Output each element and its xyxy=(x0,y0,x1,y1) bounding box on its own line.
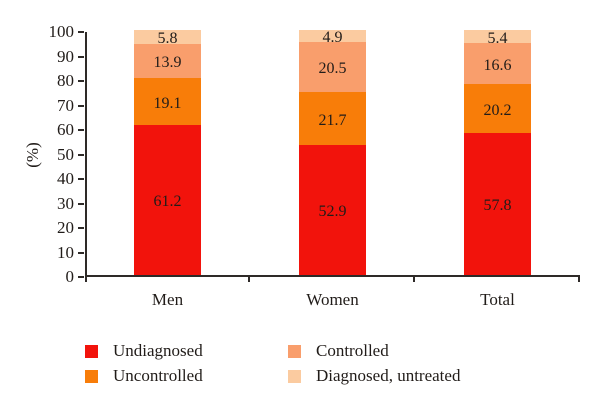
y-tick-label-70: 70 xyxy=(57,95,74,115)
legend-swatch-undiagnosed xyxy=(85,344,98,358)
y-tick-20 xyxy=(78,227,84,229)
y-tick-50 xyxy=(78,153,84,156)
segment-value-label-uncontrolled-women: 21.7 xyxy=(318,111,347,129)
y-tick-100 xyxy=(78,31,84,33)
bar-segment-controlled-women xyxy=(299,42,366,93)
segment-value-label-undiagnosed-men: 61.2 xyxy=(153,193,182,211)
legend-label-diagnosed-untreated: Diagnosed, untreated xyxy=(316,366,461,385)
bar-segment-undiagnosed-men xyxy=(134,125,201,275)
segment-value-label-diagnosed-untreated-total: 5.4 xyxy=(487,29,508,47)
legend-label-undiagnosed: Undiagnosed xyxy=(113,341,203,360)
legend-swatch-uncontrolled xyxy=(85,369,98,383)
legend-item-undiagnosed: Undiagnosed xyxy=(85,339,203,363)
category-label-total: Total xyxy=(480,290,515,309)
y-tick-40 xyxy=(78,178,84,180)
y-tick-70 xyxy=(78,104,84,107)
legend-label-controlled: Controlled xyxy=(316,341,389,360)
segment-value-label-controlled-total: 16.6 xyxy=(483,56,512,74)
y-tick-30 xyxy=(78,202,84,205)
bar-segment-uncontrolled-women xyxy=(299,92,366,146)
bar-segment-uncontrolled-men xyxy=(134,78,201,126)
x-tick-1 xyxy=(248,277,250,282)
y-tick-label-10: 10 xyxy=(57,242,74,262)
y-tick-label-0: 0 xyxy=(65,267,75,286)
y-tick-90 xyxy=(78,55,84,58)
x-tick-2 xyxy=(413,277,415,282)
segment-value-label-controlled-men: 13.9 xyxy=(153,54,182,72)
y-axis-line xyxy=(85,32,87,282)
segment-value-label-diagnosed-untreated-men: 5.8 xyxy=(157,30,178,48)
category-label-women: Women xyxy=(306,290,359,309)
segment-value-label-uncontrolled-men: 19.1 xyxy=(153,94,182,112)
bar-segment-controlled-men xyxy=(134,44,201,79)
plot-area: 0 10 20 30 40 50 60 70 80 90 100 61.2 19.1 13.9 5.8 52.… xyxy=(49,22,580,286)
y-tick-80 xyxy=(78,80,84,82)
bar-segment-diagnosed-untreated-total xyxy=(464,30,531,44)
y-tick-0 xyxy=(78,276,84,278)
bar-segment-undiagnosed-total xyxy=(464,133,531,275)
legend-swatch-controlled xyxy=(288,344,301,358)
segment-value-label-uncontrolled-total: 20.2 xyxy=(483,101,512,119)
segment-value-label-controlled-women: 20.5 xyxy=(318,60,347,78)
y-tick-label-20: 20 xyxy=(57,218,74,237)
bar-segment-undiagnosed-women xyxy=(299,145,366,275)
legend-item-uncontrolled: Uncontrolled xyxy=(85,364,203,388)
legend-label-uncontrolled: Uncontrolled xyxy=(113,366,203,385)
bar-segment-uncontrolled-total xyxy=(464,83,531,134)
y-tick-10 xyxy=(78,251,84,254)
segment-value-label-undiagnosed-total: 57.8 xyxy=(483,197,512,215)
bar-segment-diagnosed-untreated-women xyxy=(299,30,366,43)
legend-item-controlled: Controlled xyxy=(288,339,389,363)
x-tick-3 xyxy=(578,277,580,282)
y-tick-label-50: 50 xyxy=(57,144,74,164)
y-tick-label-90: 90 xyxy=(57,46,74,66)
x-axis-line xyxy=(85,275,580,277)
legend-swatch-diagnosed-untreated xyxy=(288,369,301,383)
bar-segment-diagnosed-untreated-men xyxy=(134,30,201,45)
y-tick-60 xyxy=(78,129,84,131)
segment-value-label-diagnosed-untreated-women: 4.9 xyxy=(322,29,343,47)
legend-item-diagnosed-untreated: Diagnosed, untreated xyxy=(288,364,460,388)
y-tick-label-40: 40 xyxy=(57,169,74,188)
y-tick-label-100: 100 xyxy=(48,22,75,41)
y-tick-label-30: 30 xyxy=(57,193,74,213)
category-label-men: Men xyxy=(151,290,184,309)
segment-value-label-undiagnosed-women: 52.9 xyxy=(318,203,347,221)
y-tick-label-60: 60 xyxy=(57,120,74,139)
bar-segment-controlled-total xyxy=(464,43,531,84)
y-tick-label-80: 80 xyxy=(57,71,74,90)
